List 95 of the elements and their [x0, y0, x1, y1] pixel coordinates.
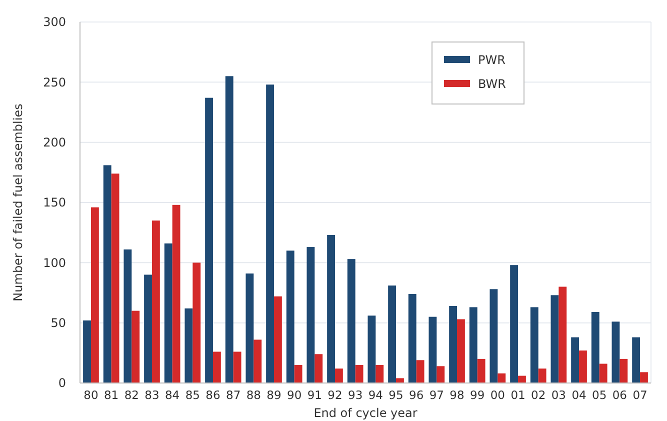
bar	[192, 262, 201, 383]
bar	[368, 316, 376, 383]
bar	[518, 376, 526, 383]
x-tick-label: 05	[592, 388, 607, 402]
bar	[477, 358, 486, 383]
bar	[591, 312, 600, 383]
bar	[164, 243, 172, 383]
bar	[314, 354, 323, 383]
bar	[599, 364, 608, 383]
bar	[550, 295, 559, 383]
x-axis-title: End of cycle year	[314, 406, 418, 420]
x-tick-label: 82	[124, 388, 139, 402]
y-tick-label: 0	[58, 376, 66, 390]
bar	[428, 316, 437, 383]
bar	[286, 250, 294, 383]
bar	[538, 368, 546, 383]
bar	[612, 322, 620, 383]
bar	[498, 373, 506, 383]
y-tick-label: 250	[43, 75, 66, 90]
bar	[111, 174, 120, 383]
bar	[449, 306, 458, 383]
x-tick-label: 93	[348, 388, 363, 402]
x-tick-label: 02	[531, 388, 546, 402]
x-tick-label: 92	[328, 388, 342, 402]
x-tick-label: 01	[510, 388, 526, 402]
bar	[416, 360, 424, 383]
x-tick-label: 97	[429, 388, 444, 402]
y-tick-label: 150	[43, 196, 66, 210]
x-tick-label: 95	[388, 388, 404, 402]
bar	[530, 307, 538, 383]
x-tick-label: 98	[450, 388, 464, 402]
bar	[436, 366, 445, 383]
x-tick-label: 07	[632, 388, 648, 402]
legend-label: PWR	[478, 53, 506, 68]
bar	[205, 98, 213, 383]
x-tick-label: 03	[551, 388, 566, 402]
x-tick-label: 86	[206, 388, 220, 402]
bar	[620, 358, 628, 383]
bar	[558, 286, 567, 383]
bar	[294, 364, 302, 383]
bar	[632, 337, 640, 383]
bar	[124, 249, 132, 383]
y-tick-label: 200	[43, 136, 66, 150]
bar	[246, 273, 254, 383]
bar	[579, 350, 587, 383]
bar	[225, 76, 234, 383]
x-tick-label: 94	[368, 388, 383, 402]
bar	[396, 378, 404, 383]
bar	[490, 289, 498, 383]
y-tick-label: 50	[50, 316, 66, 330]
x-tick-label: 87	[226, 388, 241, 402]
x-tick-label: 85	[185, 388, 200, 402]
bar	[266, 84, 274, 383]
bar	[83, 320, 91, 383]
x-tick-label: 91	[307, 388, 322, 402]
bar	[376, 364, 384, 383]
bar	[306, 247, 315, 383]
bar	[571, 337, 580, 383]
bar	[172, 204, 180, 383]
bar	[274, 296, 282, 383]
bar	[132, 310, 140, 383]
bar	[510, 265, 518, 383]
x-tick-label: 96	[409, 388, 424, 402]
bar	[254, 340, 262, 383]
x-tick-label: 80	[84, 388, 98, 402]
bar	[347, 259, 356, 383]
bar	[152, 220, 160, 383]
bar	[212, 352, 221, 383]
x-tick-label: 88	[246, 388, 261, 402]
bar	[388, 286, 396, 383]
x-tick-label: 90	[287, 388, 302, 402]
bar	[457, 319, 465, 383]
x-tick-label: 06	[612, 388, 628, 402]
bar	[469, 307, 478, 383]
bar	[640, 372, 648, 383]
y-tick-label: 300	[43, 15, 66, 30]
bar	[90, 207, 99, 383]
x-tick-label: 99	[470, 388, 485, 402]
x-tick-label: 83	[144, 388, 160, 402]
legend-label: BWR	[478, 77, 506, 92]
bar	[355, 364, 364, 383]
bar	[327, 234, 335, 383]
bar	[103, 165, 112, 383]
bar	[233, 352, 242, 383]
bar	[184, 308, 193, 383]
y-axis-title: Number of failed fuel assemblies	[11, 104, 25, 302]
x-tick-label: 81	[104, 388, 119, 402]
bar	[408, 294, 416, 383]
bar	[144, 274, 152, 383]
x-tick-label: 04	[572, 388, 586, 402]
y-tick-label: 100	[43, 256, 66, 270]
x-tick-label: 89	[266, 388, 282, 402]
x-tick-label: 84	[165, 388, 180, 402]
bar	[335, 368, 343, 383]
x-tick-label: 00	[490, 388, 505, 402]
